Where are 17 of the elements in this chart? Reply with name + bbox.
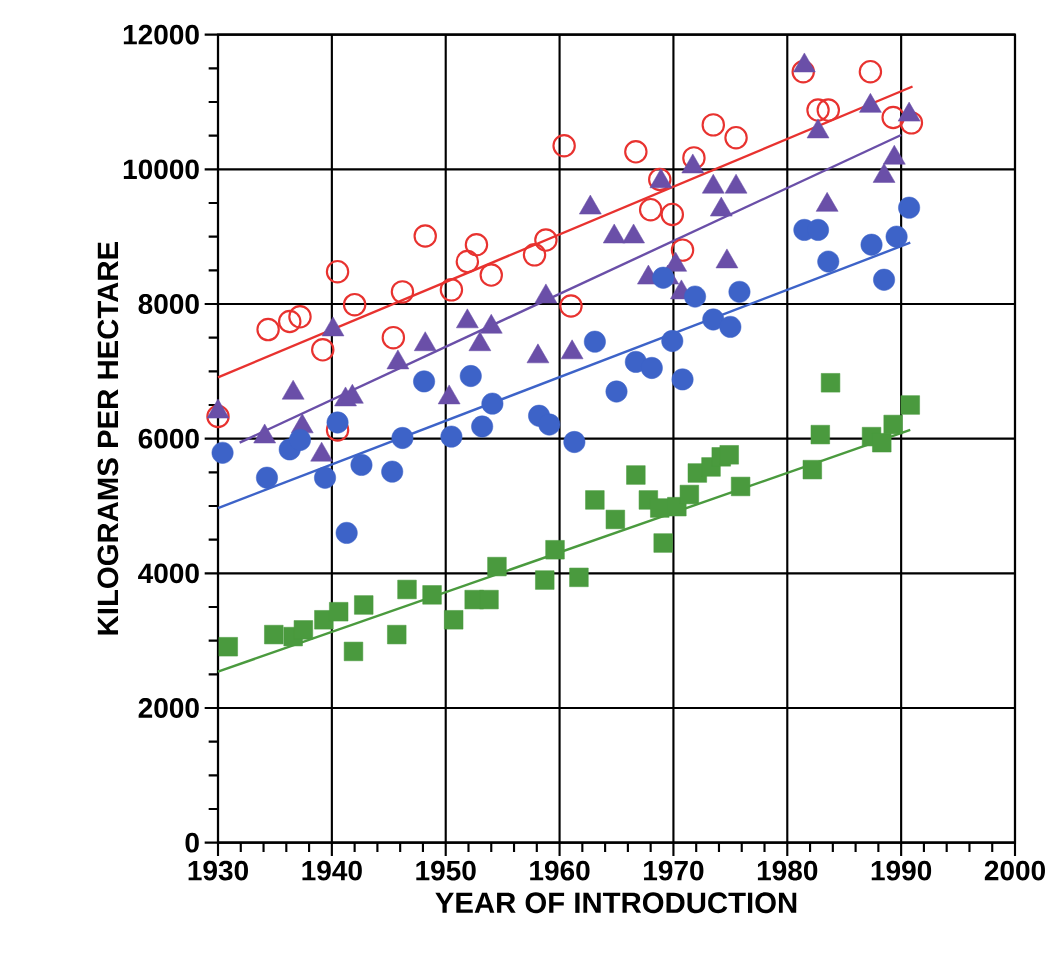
x-tick-label: 1960 xyxy=(530,860,590,881)
x-tick-label: 1930 xyxy=(188,860,248,881)
y-tick-label: 8000 xyxy=(138,294,199,314)
y-tick-label: 12000 xyxy=(123,24,199,45)
y-tick-label: 10000 xyxy=(123,159,199,180)
x-tick-label: 2000 xyxy=(984,860,1045,881)
y-tick-label: 0 xyxy=(185,832,199,853)
y-tick-label: 2000 xyxy=(138,698,199,718)
x-tick-label: 1950 xyxy=(416,860,476,881)
y-tick-label: 6000 xyxy=(138,428,199,449)
x-tick-label: 1970 xyxy=(644,860,704,881)
y-tick-label: 4000 xyxy=(138,563,199,584)
x-tick-label: 1990 xyxy=(871,860,932,881)
x-tick-label: 1980 xyxy=(757,860,818,881)
y-axis-title: KILOGRAMS PER HECTARE xyxy=(97,242,119,635)
x-tick-label: 1940 xyxy=(302,860,362,881)
x-axis-title: YEAR OF INTRODUCTION xyxy=(435,892,797,914)
